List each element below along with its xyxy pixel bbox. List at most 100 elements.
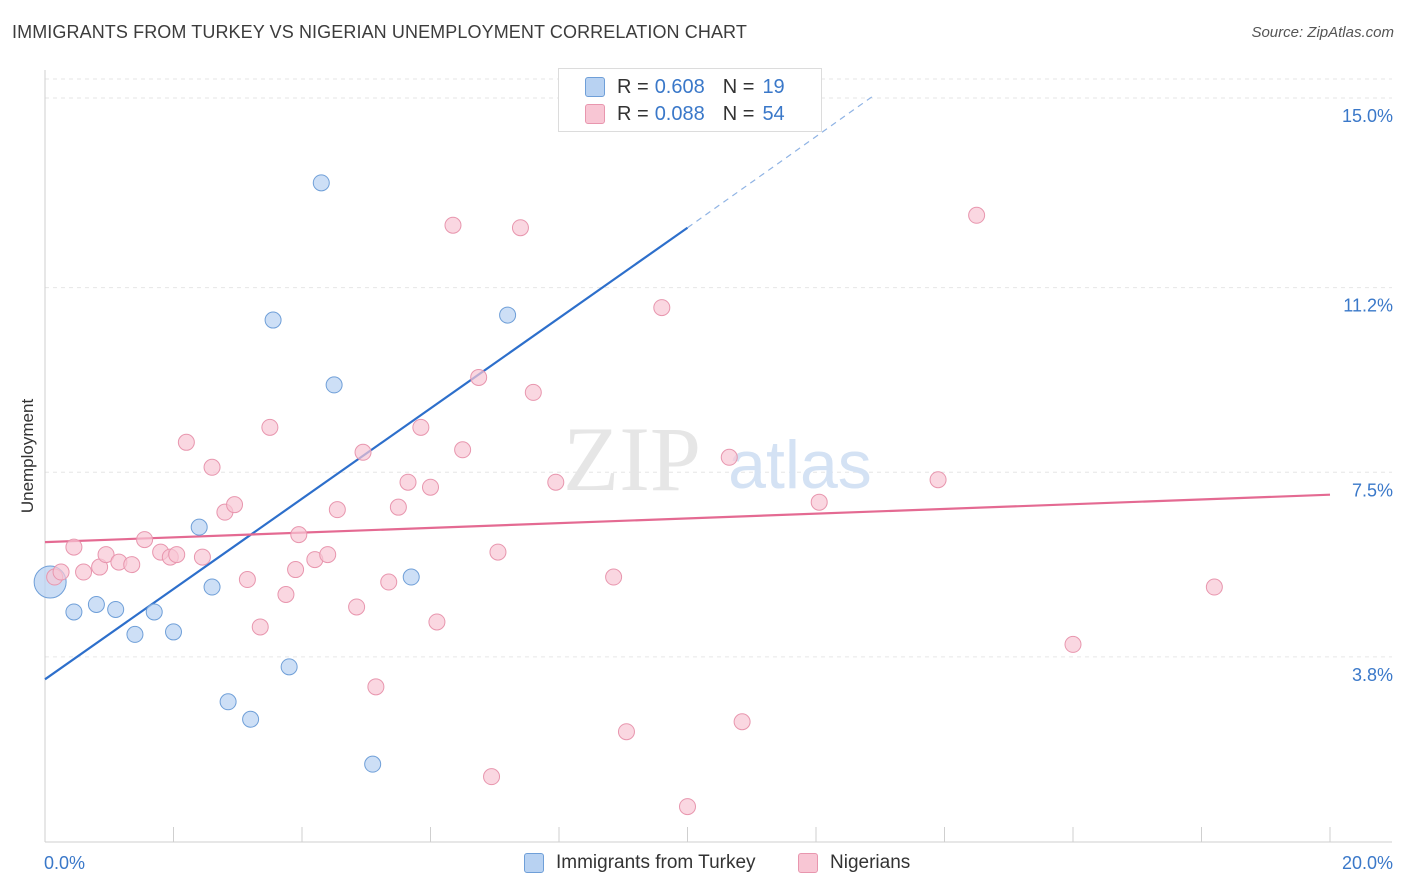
nigerian-point — [261, 418, 279, 436]
nigerian-point — [929, 471, 947, 489]
watermark: ZIP atlas — [563, 408, 872, 510]
turkey-point — [402, 568, 420, 586]
nigerian-point — [177, 433, 195, 451]
source-label: Source: ZipAtlas.com — [1251, 24, 1394, 41]
nigerian-point — [733, 713, 751, 731]
nigerian-point — [968, 206, 986, 224]
data-points — [33, 79, 1223, 816]
nigerian-point — [483, 768, 501, 786]
nigerian-point — [810, 493, 828, 511]
axes — [44, 70, 1392, 843]
nigerian-point — [1205, 578, 1223, 596]
nigerian-point — [277, 586, 295, 604]
nigerian-point — [354, 443, 372, 461]
legend-row-turkey: R = 0.608 N = 19 — [585, 75, 785, 99]
turkey-point — [145, 603, 163, 621]
turkey-point — [264, 311, 282, 329]
nigerian-point — [203, 458, 221, 476]
nigerian-point — [251, 618, 269, 636]
legend-item-label: Nigerians — [830, 852, 911, 873]
nigerian-point — [97, 546, 115, 564]
nigerian-point — [454, 441, 472, 459]
nigerian-trend-line — [44, 493, 1331, 544]
nigerian-point — [617, 723, 635, 741]
turkey-point — [87, 595, 105, 613]
nigerian-point — [328, 501, 346, 519]
nigerian-point — [226, 496, 244, 514]
turkey-point — [325, 376, 343, 394]
nigerian-point — [511, 219, 529, 237]
nigerian-point — [136, 531, 154, 549]
watermark-atlas: atlas — [728, 427, 872, 503]
legend-item-nigerians[interactable]: Nigerians — [798, 852, 910, 874]
y-tick-label: 11.2% — [1343, 296, 1393, 316]
turkey-point — [219, 693, 237, 711]
nigerian-point — [168, 546, 186, 564]
nigerian-point — [52, 563, 70, 581]
nigerian-point — [290, 526, 308, 544]
nigerian-point — [389, 498, 407, 516]
turkey-point — [242, 710, 260, 728]
turkey-point — [190, 518, 208, 536]
nigerian-point — [412, 418, 430, 436]
nigerian-point — [489, 543, 507, 561]
nigerian-point — [444, 216, 462, 234]
turkey-point — [65, 603, 83, 621]
nigerian-point — [679, 798, 696, 816]
nigerian-point — [75, 563, 93, 581]
turkey-point — [280, 658, 298, 676]
nigerian-point — [524, 383, 542, 401]
grid-lines — [45, 78, 1392, 658]
legend-item-turkey[interactable]: Immigrants from Turkey — [524, 852, 756, 874]
nigerian-point — [653, 299, 671, 317]
turkey-point — [364, 755, 382, 773]
y-tick-label: 3.8% — [1352, 665, 1393, 685]
legend-r-value: 0.608 — [654, 75, 705, 98]
nigerian-point — [287, 561, 305, 579]
turkey-trend-extension — [687, 95, 875, 229]
turkey-point — [126, 625, 144, 643]
trend-lines — [44, 95, 1331, 681]
y-tick-label: 7.5% — [1352, 480, 1393, 500]
x-tick-label: 20.0% — [1342, 853, 1393, 873]
y-axis-label: Unemployment — [18, 398, 37, 514]
nigerian-point — [380, 573, 398, 591]
legend-row-nigerians: R = 0.088 N = 54 — [585, 102, 785, 126]
legend-item-label: Immigrants from Turkey — [556, 852, 756, 873]
legend-n-label: N = — [722, 102, 755, 125]
nigerian-point — [319, 546, 337, 564]
nigerian-point — [193, 548, 211, 566]
nigerian-point — [238, 571, 256, 589]
turkey-point — [203, 578, 221, 596]
watermark-zip: ZIP — [563, 408, 701, 510]
nigerian-point — [65, 538, 83, 556]
chart-title: IMMIGRANTS FROM TURKEY VS NIGERIAN UNEMP… — [12, 22, 747, 42]
nigerian-point — [720, 448, 738, 466]
turkey-point — [107, 600, 125, 618]
series-legend: Immigrants from Turkey Nigerians — [0, 852, 1406, 878]
nigerian-point — [422, 478, 439, 496]
nigerian-point — [428, 613, 446, 631]
turkey-point — [312, 174, 330, 192]
legend-n-label: N = — [722, 75, 755, 98]
turkey-point — [499, 306, 517, 324]
nigerian-point — [605, 568, 623, 586]
legend-n-value: 19 — [762, 75, 785, 98]
nigerian-point — [547, 473, 565, 491]
legend-r-label: R = — [617, 102, 649, 125]
legend-swatch-blue — [585, 77, 605, 97]
x-tick-label: 0.0% — [44, 853, 85, 873]
tick-labels: 3.8% 7.5% 11.2% 15.0% 0.0% 20.0% — [44, 106, 1393, 873]
y-tick-label: 15.0% — [1342, 106, 1393, 126]
legend-r-value: 0.088 — [654, 102, 705, 125]
nigerian-point — [1064, 635, 1082, 653]
nigerian-point — [123, 556, 141, 574]
nigerian-point — [470, 368, 488, 386]
legend-swatch-pink — [798, 853, 818, 873]
nigerian-point — [367, 678, 385, 696]
nigerian-point — [348, 598, 366, 616]
legend-r-label: R = — [617, 75, 649, 98]
legend-swatch-blue — [524, 853, 544, 873]
correlation-legend: R = 0.608 N = 19 R = 0.088 N = 54 — [558, 68, 822, 132]
nigerian-point — [399, 473, 417, 491]
